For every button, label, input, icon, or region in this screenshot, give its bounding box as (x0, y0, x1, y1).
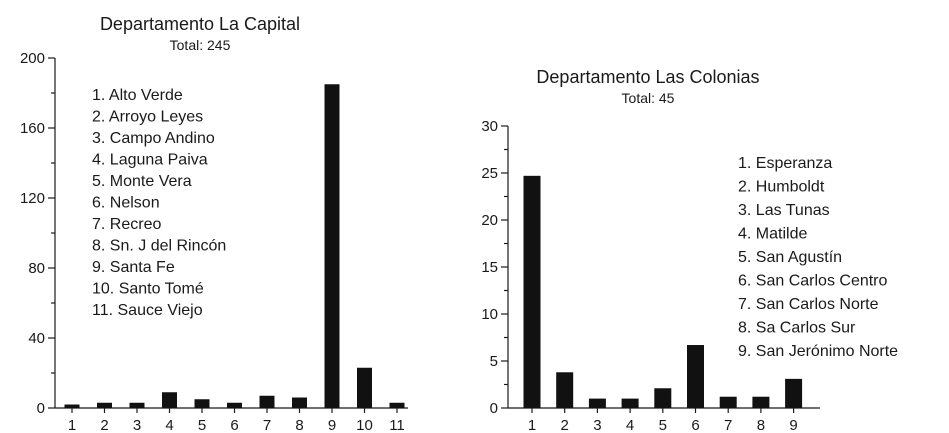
bar-9 (785, 378, 803, 408)
y-ticks: 0 5 10 15 20 25 30 (481, 118, 508, 417)
y-tick-label: 120 (20, 190, 45, 207)
legend-entry: 4. Laguna Paiva (92, 152, 208, 169)
bars (523, 175, 803, 408)
bar-5 (194, 399, 210, 408)
bar-6 (227, 402, 242, 408)
x-tick-label: 6 (691, 417, 699, 433)
x-tick-label: 7 (724, 417, 732, 433)
legend-entry: 11. Sauce Viejo (92, 302, 203, 319)
legend-entry: 1. Alto Verde (92, 87, 183, 104)
x-tick-label: 8 (295, 417, 303, 433)
x-tick-label: 10 (356, 417, 373, 433)
bar-6 (687, 345, 704, 408)
y-tick-label: 0 (490, 400, 498, 417)
bar-7 (719, 396, 737, 408)
bar-7 (259, 395, 275, 408)
y-tick-label: 10 (481, 306, 498, 323)
y-tick-label: 20 (481, 212, 498, 229)
y-tick-label: 30 (481, 118, 498, 135)
x-tick-label: 4 (165, 417, 173, 433)
x-ticks: 1 2 3 4 5 6 7 8 9 10 11 (68, 408, 405, 433)
x-tick-label: 1 (528, 417, 536, 433)
legend-entry: 7. Recreo (92, 216, 161, 233)
chart-title: Departamento Las Colonias (536, 67, 759, 87)
x-tick-label: 3 (593, 417, 601, 433)
y-tick-label: 160 (20, 120, 45, 137)
x-tick-label: 7 (263, 417, 271, 433)
x-tick-label: 2 (100, 417, 108, 433)
bars (64, 84, 405, 408)
legend: 1. Alto Verde 2. Arroyo Leyes 3. Campo And… (92, 87, 226, 319)
legend-entry: 9. Santa Fe (92, 259, 175, 276)
bar-9 (324, 84, 340, 408)
x-tick-label: 4 (626, 417, 634, 433)
legend-entry: 8. Sn. J del Rincón (92, 238, 226, 255)
x-tick-label: 3 (133, 417, 141, 433)
x-ticks: 1 2 3 4 5 6 7 8 9 (528, 408, 798, 433)
legend-entry: 4. Matilde (738, 226, 807, 243)
bar-3 (129, 402, 145, 408)
legend-entry: 7. San Carlos Norte (738, 296, 879, 313)
y-tick-label: 200 (20, 50, 45, 67)
bar-5 (654, 388, 672, 408)
bar-2 (556, 372, 574, 408)
legend-entry: 3. Las Tunas (738, 202, 830, 219)
legend-entry: 3. Campo Andino (92, 130, 215, 147)
bar-1 (523, 175, 541, 408)
y-tick-label: 15 (481, 259, 498, 276)
bar-4 (162, 392, 177, 408)
bar-3 (588, 398, 606, 408)
legend: 1. Esperanza 2. Humboldt 3. Las Tunas 4. Ma… (738, 155, 898, 360)
chart-las-colonias: Departamento Las Colonias Total: 45 0510… (481, 67, 898, 433)
chart-subtitle: Total: 45 (622, 90, 675, 106)
bar-1 (64, 404, 80, 408)
legend-entry: 5. San Agustín (738, 249, 842, 266)
x-tick-label: 11 (389, 417, 405, 433)
x-tick-label: 5 (659, 417, 667, 433)
x-tick-label: 9 (328, 417, 336, 433)
chart-title: Departamento La Capital (100, 14, 300, 34)
x-tick-label: 2 (561, 417, 569, 433)
legend-entry: 6. San Carlos Centro (738, 273, 888, 290)
legend-entry: 2. Arroyo Leyes (92, 109, 203, 126)
y-tick-label: 25 (481, 165, 498, 182)
chart-la-capital: Departamento La Capital Total: 245 04080… (20, 14, 408, 433)
y-tick-label: 5 (490, 353, 498, 370)
legend-entry: 9. San Jerónimo Norte (738, 343, 898, 360)
x-tick-label: 5 (198, 417, 206, 433)
bar-2 (97, 402, 112, 408)
legend-entry: 6. Nelson (92, 195, 160, 212)
bar-8 (292, 397, 307, 408)
legend-entry: 5. Monte Vera (92, 173, 192, 190)
y-ticks: 0 40 80 120 160 200 (20, 50, 55, 417)
bar-10 (357, 367, 372, 408)
bar-8 (752, 396, 770, 408)
x-tick-label: 1 (68, 417, 76, 433)
x-tick-label: 8 (757, 417, 765, 433)
bar-4 (621, 398, 639, 408)
chart-subtitle: Total: 245 (170, 37, 231, 53)
x-tick-label: 6 (230, 417, 238, 433)
legend-entry: 10. Santo Tomé (92, 281, 204, 298)
legend-entry: 8. Sa Carlos Sur (738, 320, 856, 337)
bar-11 (389, 402, 405, 408)
y-tick-label: 80 (28, 260, 45, 277)
y-tick-label: 0 (37, 400, 45, 417)
legend-entry: 1. Esperanza (738, 155, 832, 172)
legend-entry: 2. Humboldt (738, 179, 825, 196)
y-tick-label: 40 (28, 330, 45, 347)
x-tick-label: 9 (789, 417, 797, 433)
